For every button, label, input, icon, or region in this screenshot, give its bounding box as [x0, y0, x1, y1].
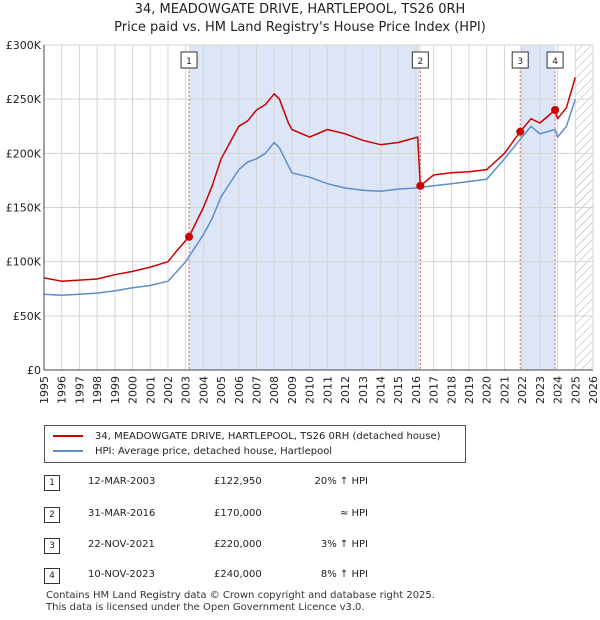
transaction-number: 1 [44, 475, 60, 491]
transaction-price: £170,000 [214, 508, 262, 519]
transaction-date: 31-MAR-2016 [88, 508, 156, 519]
x-tick-label: 2015 [392, 376, 405, 404]
x-tick-label: 2009 [286, 376, 299, 404]
x-tick-label: 2020 [481, 376, 494, 404]
transaction-price: £220,000 [214, 539, 262, 550]
y-tick-label: £50K [13, 310, 42, 323]
sale-marker-box [180, 51, 198, 69]
x-tick-label: 2021 [498, 376, 511, 404]
x-tick-label: 2006 [233, 376, 246, 404]
x-tick-label: 2023 [534, 376, 547, 404]
x-tick-label: 2011 [321, 376, 334, 404]
transaction-row: 3 22-NOV-2021 £220,000 3% ↑ HPI [44, 536, 464, 556]
y-tick-label: £300K [6, 39, 42, 52]
x-tick-label: 2010 [304, 376, 317, 404]
x-tick-label: 1997 [73, 376, 86, 404]
transaction-hpi: 3% ↑ HPI [320, 539, 368, 550]
x-tick-label: 2018 [445, 376, 458, 404]
transaction-date: 12-MAR-2003 [88, 476, 156, 487]
y-tick-label: £250K [6, 93, 42, 106]
x-tick-label: 2019 [463, 376, 476, 404]
sale-marker-box [411, 51, 429, 69]
x-tick-label: 2012 [339, 376, 352, 404]
transaction-date: 22-NOV-2021 [88, 539, 155, 550]
x-tick-label: 2007 [251, 376, 264, 404]
sale-point [516, 127, 525, 136]
transaction-row: 4 10-NOV-2023 £240,000 8% ↑ HPI [44, 566, 464, 586]
footer-license: This data is licensed under the Open Gov… [46, 602, 365, 613]
transaction-number: 4 [44, 568, 60, 584]
legend-swatch-price [53, 435, 83, 437]
sale-point [185, 232, 194, 241]
y-tick-label: £150K [6, 202, 42, 215]
transaction-date: 10-NOV-2023 [88, 569, 155, 580]
x-tick-label: 2017 [428, 376, 441, 404]
legend-item-price: 34, MEADOWGATE DRIVE, HARTLEPOOL, TS26 0… [53, 431, 441, 442]
chart-title-line1: 34, MEADOWGATE DRIVE, HARTLEPOOL, TS26 0… [134, 2, 466, 17]
sale-point [551, 106, 560, 114]
transaction-number: 2 [44, 507, 60, 523]
x-tick-label: 2013 [357, 376, 370, 404]
transaction-row: 1 12-MAR-2003 £122,950 20% ↑ HPI [44, 473, 464, 493]
hpi-line [43, 98, 577, 297]
legend-swatch-hpi [53, 450, 83, 452]
sale-marker-box [511, 51, 529, 69]
transaction-hpi: 20% ↑ HPI [314, 476, 368, 487]
y-tick-label: £0 [27, 364, 41, 377]
legend-label-hpi: HPI: Average price, detached house, Hart… [95, 446, 333, 457]
sale-marker-label: 4 [552, 57, 558, 67]
sale-marker-label: 3 [517, 57, 523, 67]
x-tick-label: 2022 [516, 376, 529, 404]
y-tick-label: £200K [6, 147, 42, 160]
footer-copyright: Contains HM Land Registry data © Crown c… [46, 590, 435, 601]
transaction-hpi: ≈ HPI [339, 508, 368, 519]
x-tick-label: 2024 [552, 376, 565, 404]
x-tick-label: 1996 [56, 376, 69, 404]
x-tick-label: 2008 [268, 376, 281, 404]
legend: 34, MEADOWGATE DRIVE, HARTLEPOOL, TS26 0… [44, 425, 466, 463]
x-tick-label: 2001 [144, 376, 157, 404]
transaction-row: 2 31-MAR-2016 £170,000 ≈ HPI [44, 505, 464, 525]
transaction-number: 3 [44, 538, 60, 554]
x-tick-label: 2014 [374, 376, 387, 404]
legend-label-price: 34, MEADOWGATE DRIVE, HARTLEPOOL, TS26 0… [95, 431, 441, 442]
transaction-price: £240,000 [214, 569, 262, 580]
x-tick-label: 2002 [162, 376, 175, 404]
x-tick-label: 2025 [569, 376, 582, 404]
x-tick-label: 2004 [197, 376, 210, 404]
price-chart: 1 2 3 4 £0 £50K £100K £150K £200K £250K £300K 1995… [6, 39, 600, 404]
sale-marker-box [546, 51, 564, 69]
sale-marker-label: 1 [186, 57, 192, 67]
x-tick-label: 2003 [180, 376, 193, 404]
x-tick-label: 1998 [91, 376, 104, 404]
x-tick-label: 2005 [215, 376, 228, 404]
sale-marker-label: 2 [417, 57, 423, 67]
chart-title-line2: Price paid vs. HM Land Registry's House … [114, 20, 486, 35]
transaction-hpi: 8% ↑ HPI [320, 569, 368, 580]
x-tick-label: 2000 [127, 376, 140, 404]
price-paid-line [43, 77, 577, 282]
sale-point [416, 181, 425, 190]
x-tick-label: 1995 [38, 376, 51, 404]
legend-item-hpi: HPI: Average price, detached house, Hart… [53, 446, 332, 457]
x-tick-label: 2016 [410, 376, 423, 404]
y-tick-label: £100K [6, 256, 42, 269]
x-tick-label: 1999 [109, 376, 122, 404]
transaction-price: £122,950 [214, 476, 262, 487]
x-tick-label: 2026 [587, 376, 600, 404]
